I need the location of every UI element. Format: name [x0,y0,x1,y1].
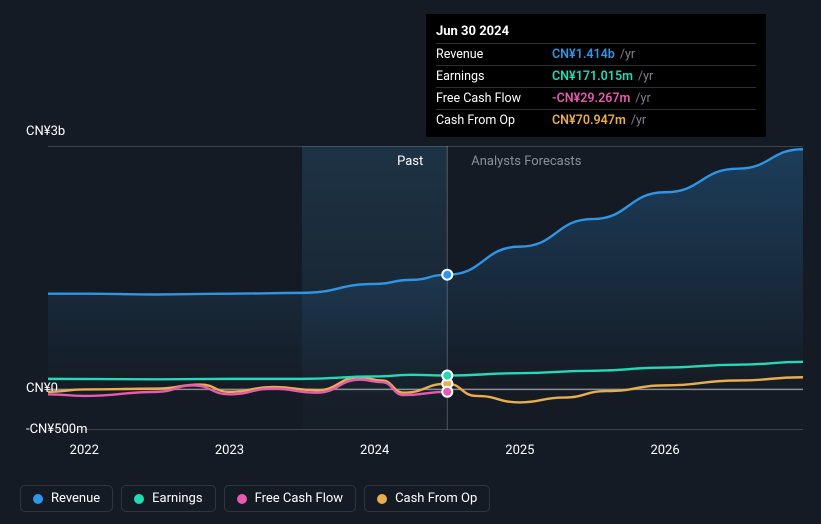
tooltip-row: Cash From OpCN¥70.947m/yr [436,109,756,131]
tooltip-row-value: -CN¥29.267m [552,91,630,106]
legend: Revenue Earnings Free Cash Flow Cash From O… [20,485,490,512]
tooltip-row-suffix: /yr [631,113,646,128]
legend-item-revenue[interactable]: Revenue [20,485,113,512]
tooltip-row-value: CN¥171.015m [552,69,633,84]
legend-dot-icon [237,494,247,504]
legend-label: Revenue [51,491,100,506]
y-axis-label-top: CN¥3b [26,124,65,139]
tooltip-row: EarningsCN¥171.015m/yr [436,65,756,87]
legend-dot-icon [134,494,144,504]
x-axis-tick: 2025 [505,443,534,458]
chart-area: CN¥3b CN¥0 -CN¥500m Past Analysts Foreca… [18,128,803,438]
legend-item-cfo[interactable]: Cash From Op [364,485,490,512]
legend-item-fcf[interactable]: Free Cash Flow [224,485,356,512]
legend-dot-icon [33,494,43,504]
tooltip-row-label: Cash From Op [436,113,552,128]
tooltip-row-suffix: /yr [638,69,653,84]
forecast-label: Analysts Forecasts [471,154,581,169]
tooltip-row-label: Revenue [436,47,552,62]
tooltip-row-label: Earnings [436,69,552,84]
x-axis-tick: 2022 [70,443,99,458]
legend-label: Free Cash Flow [255,491,343,506]
past-label: Past [397,154,423,169]
x-axis-tick: 2024 [360,443,389,458]
tooltip: Jun 30 2024 RevenueCN¥1.414b/yrEarningsC… [426,14,766,137]
legend-label: Cash From Op [395,491,477,506]
tooltip-row: RevenueCN¥1.414b/yr [436,43,756,65]
tooltip-row: Free Cash Flow-CN¥29.267m/yr [436,87,756,109]
tooltip-row-suffix: /yr [635,91,650,106]
tooltip-row-suffix: /yr [620,47,635,62]
x-axis-tick: 2026 [650,443,679,458]
x-axis-tick: 2023 [215,443,244,458]
tooltip-row-value: CN¥70.947m [552,113,626,128]
legend-dot-icon [377,494,387,504]
legend-label: Earnings [152,491,202,506]
tooltip-row-value: CN¥1.414b [552,47,615,62]
tooltip-date: Jun 30 2024 [436,20,756,43]
legend-item-earnings[interactable]: Earnings [121,485,215,512]
chart-svg [48,146,803,430]
tooltip-row-label: Free Cash Flow [436,91,552,106]
